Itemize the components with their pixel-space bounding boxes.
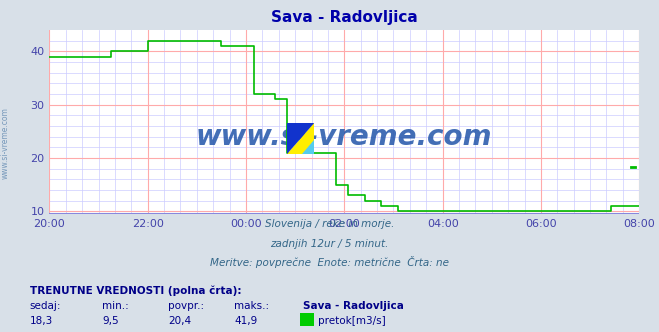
Text: 18,3: 18,3 — [30, 316, 53, 326]
Text: sedaj:: sedaj: — [30, 301, 61, 311]
Text: TRENUTNE VREDNOSTI (polna črta):: TRENUTNE VREDNOSTI (polna črta): — [30, 285, 241, 296]
Text: povpr.:: povpr.: — [168, 301, 204, 311]
Text: 20,4: 20,4 — [168, 316, 191, 326]
Text: Sava - Radovljica: Sava - Radovljica — [303, 301, 404, 311]
Title: Sava - Radovljica: Sava - Radovljica — [271, 10, 418, 25]
Text: Slovenija / reke in morje.: Slovenija / reke in morje. — [265, 219, 394, 229]
Text: pretok[m3/s]: pretok[m3/s] — [318, 316, 386, 326]
Text: www.si-vreme.com: www.si-vreme.com — [196, 123, 492, 151]
Text: maks.:: maks.: — [234, 301, 269, 311]
Text: min.:: min.: — [102, 301, 129, 311]
Text: 41,9: 41,9 — [234, 316, 257, 326]
Text: www.si-vreme.com: www.si-vreme.com — [1, 107, 10, 179]
Text: Meritve: povprečne  Enote: metrične  Črta: ne: Meritve: povprečne Enote: metrične Črta:… — [210, 256, 449, 268]
Polygon shape — [287, 123, 314, 154]
Text: zadnjih 12ur / 5 minut.: zadnjih 12ur / 5 minut. — [270, 239, 389, 249]
Polygon shape — [302, 140, 314, 154]
Text: 9,5: 9,5 — [102, 316, 119, 326]
Polygon shape — [287, 123, 314, 154]
